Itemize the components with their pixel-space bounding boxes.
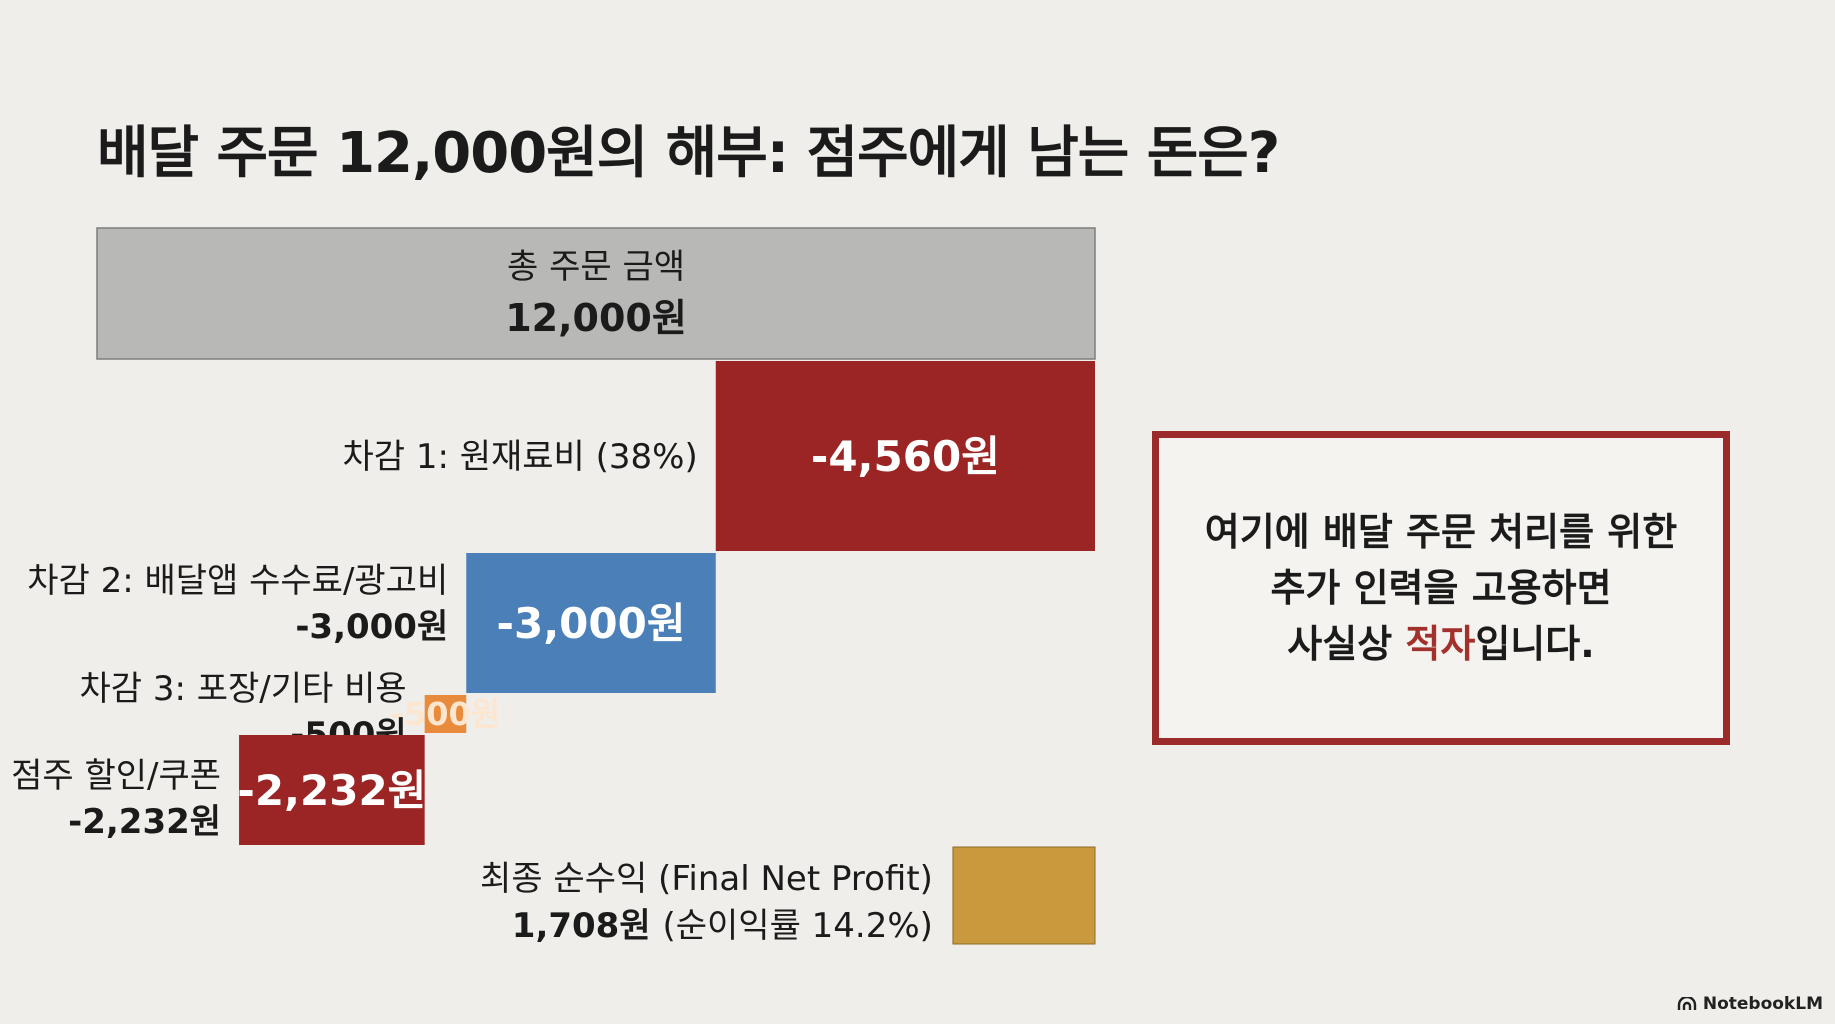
- callout-line-1: 여기에 배달 주문 처리를 위한: [1204, 510, 1678, 554]
- total-value-label: 12,000원: [505, 296, 687, 340]
- notebooklm-icon: [1677, 997, 1697, 1010]
- callout-line-3: 사실상 적자입니다.: [1205, 616, 1677, 672]
- callout-box: 여기에 배달 주문 처리를 위한 추가 인력을 고용하면 사실상 적자입니다.: [1152, 431, 1730, 745]
- callout-line-3-end: 입니다.: [1475, 622, 1595, 666]
- bar-value-label-3: -500원: [391, 695, 501, 733]
- deduction-label-2: 차감 2: 배달앱 수수료/광고비: [27, 561, 448, 601]
- bar-value-label-4: -2,232원: [237, 766, 426, 815]
- callout-line-2: 추가 인력을 고용하면: [1270, 566, 1612, 610]
- deduction-side-value-4: -2,232원: [68, 802, 221, 842]
- brand-name: NotebookLM: [1702, 994, 1823, 1014]
- bar-final: [952, 846, 1096, 945]
- callout-highlight: 적자: [1405, 622, 1476, 666]
- deduction-side-value-2: -3,000원: [295, 607, 448, 647]
- deduction-label-3: 차감 3: 포장/기타 비용: [79, 669, 406, 709]
- callout-text: 여기에 배달 주문 처리를 위한 추가 인력을 고용하면 사실상 적자입니다.: [1205, 504, 1677, 672]
- bar-deduction-3: [424, 695, 467, 733]
- bar-deduction-1: [715, 361, 1095, 551]
- callout-line-3-start: 사실상: [1287, 622, 1406, 666]
- bar-total: [96, 227, 1096, 360]
- total-label: 총 주문 금액: [507, 247, 685, 287]
- final-value-line: 1,708원 (순이익률 14.2%): [512, 906, 933, 946]
- deduction-label-1: 차감 1: 원재료비 (38%): [342, 437, 697, 477]
- bar-deduction-2: [466, 553, 716, 693]
- final-label: 최종 순수익 (Final Net Profit): [480, 859, 933, 899]
- bar-value-label-2: -3,000원: [497, 599, 686, 648]
- page-title: 배달 주문 12,000원의 해부: 점주에게 남는 돈은?: [97, 121, 1280, 186]
- deduction-label-4: 차감 4: 점주 할인/쿠폰: [0, 756, 221, 796]
- final-margin: (순이익률 14.2%): [662, 906, 932, 946]
- brand-logo: NotebookLM: [1677, 994, 1823, 1014]
- bar-deduction-4: [239, 735, 425, 845]
- final-value: 1,708원: [512, 906, 663, 946]
- bar-value-label-1: -4,560원: [811, 432, 1000, 481]
